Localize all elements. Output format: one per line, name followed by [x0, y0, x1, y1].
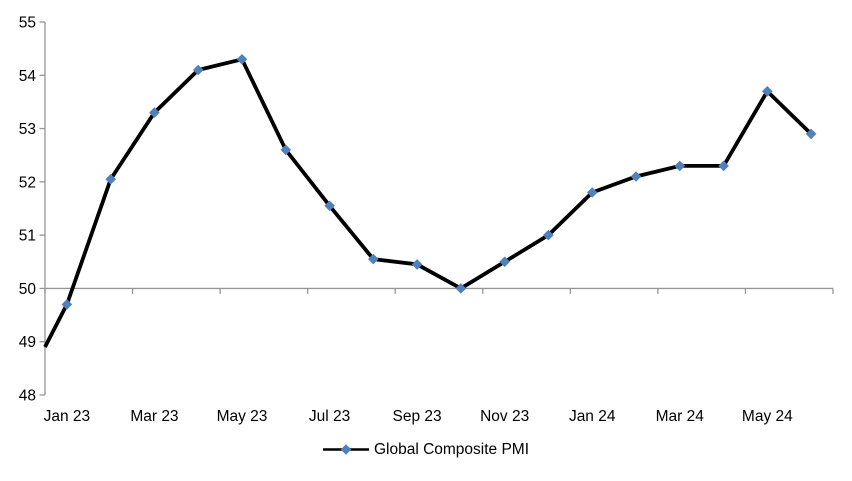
- y-axis-tick-label: 49: [19, 334, 36, 351]
- data-point-marker: [149, 107, 160, 118]
- x-axis-tick-label: Jan 23: [44, 408, 91, 425]
- x-axis-tick-label: May 23: [217, 408, 268, 425]
- x-axis-tick-label: Jul 23: [309, 408, 350, 425]
- data-point-marker: [368, 253, 379, 265]
- data-point-marker: [324, 200, 335, 212]
- x-axis-tick-label: Mar 24: [656, 408, 705, 425]
- y-axis-tick-label: 50: [19, 281, 37, 298]
- data-point-marker: [61, 299, 73, 310]
- data-point-marker: [411, 259, 423, 270]
- y-axis-tick-label: 51: [19, 228, 36, 245]
- y-axis-tick-label: 53: [19, 121, 36, 138]
- x-axis-tick-label: Nov 23: [480, 408, 529, 425]
- data-point-marker: [105, 173, 116, 185]
- data-point-marker: [543, 229, 554, 241]
- x-axis-tick-label: Jan 24: [569, 408, 616, 425]
- data-point-marker: [192, 64, 204, 76]
- y-axis-tick-label: 48: [19, 388, 36, 405]
- data-point-marker: [499, 256, 510, 268]
- data-point-marker: [280, 144, 292, 156]
- x-axis-tick-label: Sep 23: [393, 408, 442, 425]
- data-point-marker: [455, 283, 467, 294]
- legend: Global Composite PMI: [0, 442, 852, 458]
- series-line: [43, 57, 813, 348]
- x-axis-tick-label: Mar 23: [130, 408, 178, 425]
- data-point-marker: [805, 128, 817, 140]
- legend-diamond-marker: [340, 444, 352, 456]
- y-axis-tick-label: 54: [19, 68, 37, 85]
- data-point-marker: [236, 54, 248, 65]
- pmi-line-chart: 55 54 53 52 51 50 49 48 Jan 23 Mar 23 May 23 Jul 23…: [19, 15, 834, 425]
- y-axis-tick-label: 55: [19, 15, 36, 32]
- data-point-marker: [718, 160, 729, 172]
- x-axis-tick-label: May 24: [742, 408, 793, 425]
- y-axis-tick-label: 52: [19, 174, 36, 191]
- data-point-marker: [586, 187, 598, 198]
- data-point-marker: [630, 171, 642, 182]
- data-point-marker: [762, 86, 773, 97]
- legend-series-label: Global Composite PMI: [373, 441, 530, 458]
- data-point-marker: [674, 160, 686, 172]
- legend-line-marker-icon: [322, 444, 369, 456]
